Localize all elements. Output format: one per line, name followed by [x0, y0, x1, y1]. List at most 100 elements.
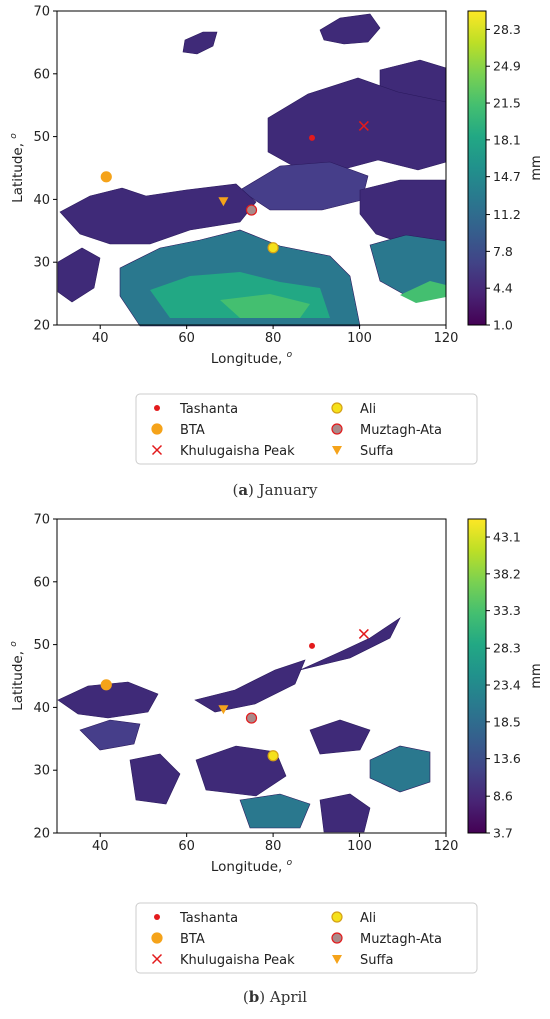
precip-field	[57, 13, 447, 327]
precip-region	[239, 793, 311, 829]
colorbar-tick-label: 4.4	[493, 281, 513, 296]
colorbar-label: mm	[529, 663, 544, 688]
colorbar-tick-label: 33.3	[493, 603, 521, 618]
colorbar-tick-label: 28.3	[493, 641, 521, 656]
legend-marker	[151, 423, 163, 435]
y-tick-label: 70	[33, 5, 50, 20]
legend-marker	[332, 955, 342, 964]
caption-letter: (b) April	[243, 988, 307, 1006]
colorbar-tick-label: 3.7	[493, 826, 513, 841]
legend-label: Ali	[360, 402, 376, 417]
precip-region	[182, 31, 218, 55]
y-tick-label: 40	[33, 193, 50, 208]
colorbar: 1.0 4.4 7.8 11.2 14.7 18.1 21.5 24.9 28.3 mm	[467, 10, 544, 333]
precip-region	[309, 719, 371, 755]
legend-marker	[332, 446, 342, 455]
station-marker-khulugaisha-peak	[358, 120, 369, 131]
y-tick-label: 30	[33, 764, 50, 779]
colorbar: 3.7 8.6 13.6 18.5 23.4 28.3 33.3 38.2 43.1 mm	[467, 518, 544, 841]
panel-january: 40 60 80 100 120 20 30 40 50 60 70 Longitude, o Lati…	[9, 5, 544, 500]
precip-region	[57, 681, 159, 719]
legend-box	[135, 902, 478, 974]
x-tick-label: 100	[347, 839, 372, 854]
legend-box	[135, 393, 478, 465]
x-tick-label: 60	[178, 839, 195, 854]
station-marker-khulugaisha-peak	[358, 628, 369, 639]
plot-frame	[56, 10, 447, 326]
y-tick-label: 40	[33, 701, 50, 716]
colorbar-label: mm	[529, 155, 544, 180]
legend-marker	[331, 402, 343, 414]
precip-field	[57, 617, 431, 833]
legend-label: Suffa	[360, 953, 393, 968]
legend-label: BTA	[180, 932, 205, 947]
precip-region	[57, 247, 101, 303]
y-tick-label: 20	[33, 319, 50, 334]
legend-marker	[151, 932, 163, 944]
station-marker-ali	[267, 750, 279, 762]
axes: 40 60 80 100 120 20 30 40 50 60 70 Longitude, o Lati…	[9, 5, 458, 368]
axes: 40 60 80 100 120 20 30 40 50 60 70 Longitude, o Lati…	[9, 513, 458, 876]
precip-region	[195, 745, 287, 797]
x-tick-label: 120	[434, 331, 459, 346]
colorbar-gradient	[467, 10, 487, 326]
station-marker-muztagh-ata	[245, 204, 258, 216]
y-tick-label: 20	[33, 827, 50, 842]
panel-april: 40 60 80 100 120 20 30 40 50 60 70 Longitude, o Lati…	[9, 513, 544, 1007]
station-marker-bta	[100, 171, 112, 183]
y-tick-label: 50	[33, 638, 50, 653]
x-axis-label: Longitude, o	[211, 350, 293, 367]
y-tick-label: 50	[33, 130, 50, 145]
station-marker-ali	[267, 242, 279, 254]
legend-label: Tashanta	[179, 911, 238, 926]
y-tick-label: 70	[33, 513, 50, 528]
legend-label: Muztagh-Ata	[360, 423, 442, 438]
colorbar-tick-label: 7.8	[493, 244, 513, 259]
legend-label: Khulugaisha Peak	[180, 444, 295, 459]
colorbar-tick-label: 1.0	[493, 318, 513, 333]
legend: Tashanta BTA Khulugaisha Peak Ali Muztagh-At…	[135, 393, 478, 465]
colorbar-tick-label: 18.1	[493, 132, 521, 147]
colorbar-tick-label: 23.4	[493, 678, 521, 693]
colorbar-tick-label: 11.2	[493, 207, 521, 222]
legend-marker	[331, 423, 343, 435]
station-marker-tashanta	[309, 134, 316, 141]
colorbar-tick-label: 24.9	[493, 59, 521, 74]
y-axis-label: Latitude, o	[9, 133, 26, 203]
x-axis-label: Longitude, o	[211, 858, 293, 875]
x-tick-label: 80	[265, 839, 282, 854]
precip-region	[129, 753, 181, 805]
colorbar-tick-label: 38.2	[493, 566, 521, 581]
station-marker-suffa	[218, 705, 229, 715]
precip-region	[79, 719, 141, 751]
colorbar-tick-label: 8.6	[493, 789, 513, 804]
y-tick-label: 60	[33, 67, 50, 82]
legend-label: BTA	[180, 423, 205, 438]
precip-region	[194, 659, 306, 713]
colorbar-tick-label: 43.1	[493, 530, 521, 545]
y-tick-label: 30	[33, 256, 50, 271]
x-tick-label: 120	[434, 839, 459, 854]
legend-marker	[151, 953, 163, 965]
legend-label: Khulugaisha Peak	[180, 953, 295, 968]
x-tick-label: 80	[265, 331, 282, 346]
legend-marker	[331, 911, 343, 923]
legend-label: Tashanta	[179, 402, 238, 417]
x-tick-label: 40	[92, 839, 109, 854]
precip-region	[239, 161, 369, 211]
station-markers	[100, 120, 369, 254]
station-marker-tashanta	[309, 642, 316, 649]
colorbar-tick-label: 13.6	[493, 751, 521, 766]
x-tick-label: 60	[178, 331, 195, 346]
colorbar-tick-label: 28.3	[493, 22, 521, 37]
colorbar-tick-label: 14.7	[493, 169, 521, 184]
legend: Tashanta BTA Khulugaisha Peak Ali Muztagh-At…	[135, 902, 478, 974]
station-markers	[100, 628, 369, 762]
caption-letter: (a) January	[232, 481, 318, 499]
y-tick-label: 60	[33, 575, 50, 590]
x-tick-label: 100	[347, 331, 372, 346]
station-marker-suffa	[218, 197, 229, 207]
precip-region	[400, 281, 446, 303]
legend-marker	[154, 405, 160, 411]
